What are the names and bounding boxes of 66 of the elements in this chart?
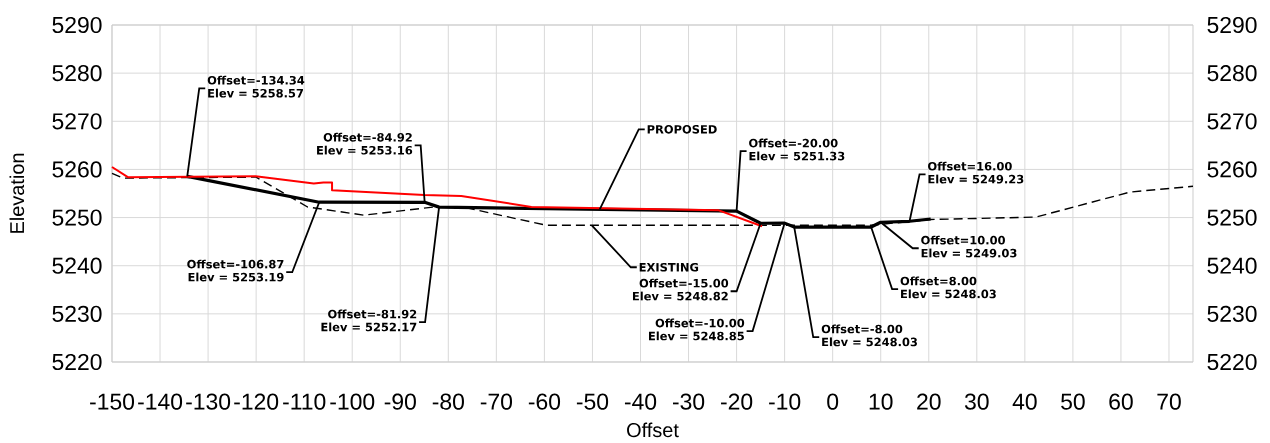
x-tick-label: -90: [384, 393, 416, 410]
y2-tick-label: 5240: [1207, 257, 1257, 274]
annotation: Elev = 5248.03: [822, 337, 917, 347]
y-tick-label: 5280: [52, 65, 102, 82]
annotation: Elev = 5249.03: [921, 248, 1017, 258]
x-tick-label: -140: [138, 393, 183, 410]
annotation: Elev = 5248.85: [649, 331, 744, 341]
annotation: Offset=8.00: [900, 276, 977, 286]
y2-tick-label: 5260: [1207, 161, 1257, 178]
x-tick-label: 10: [869, 393, 893, 410]
annotation: Offset=-134.34: [207, 75, 305, 85]
y2-tick-label: 5280: [1207, 65, 1257, 82]
x-tick-label: -110: [283, 393, 326, 410]
x-tick-label: -70: [480, 393, 513, 410]
y-tick-label: 5270: [52, 113, 102, 130]
annotation: Elev = 5249.23: [928, 174, 1024, 184]
y-tick-label: 5260: [52, 161, 102, 178]
annotation: Elev = 5252.17: [321, 322, 417, 332]
x-tick-label: 70: [1157, 393, 1181, 410]
y2-tick-label: 5290: [1207, 16, 1257, 34]
annotation: Elev = 5248.82: [632, 291, 728, 301]
annotation: Elev = 5253.16: [317, 145, 413, 155]
x-tick-label: -30: [672, 393, 705, 410]
x-tick-label: -60: [528, 393, 561, 410]
x-tick-label: 30: [964, 393, 989, 410]
y-tick-label: 5230: [52, 305, 102, 322]
y-tick-label: 5250: [52, 209, 102, 226]
x-axis-title: Offset: [627, 422, 679, 438]
x-tick-label: 20: [917, 393, 941, 410]
annotation: Offset=-84.92: [323, 132, 412, 142]
annotation: Elev = 5251.33: [749, 151, 845, 161]
x-tick-label: -20: [721, 393, 753, 410]
y-tick-label: 5290: [52, 16, 102, 34]
x-tick-label: 50: [1061, 393, 1085, 410]
annotation: Offset=-10.00: [655, 318, 745, 328]
x-tick-label: -50: [576, 393, 609, 410]
y2-tick-label: 5270: [1207, 113, 1257, 130]
annotation: Offset=16.00: [928, 161, 1012, 171]
annotation: Elev = 5258.57: [208, 88, 303, 98]
x-tick-label: -150: [90, 393, 135, 410]
text: EXISTING: [639, 262, 699, 272]
annotation: Offset=10.00: [921, 235, 1005, 245]
annotation: Offset=-15.00: [639, 278, 729, 288]
annotation: Offset=-20.00: [749, 138, 838, 148]
text: PROPOSED: [647, 124, 717, 134]
y-tick-label: 5240: [52, 257, 102, 274]
x-tick-label: 60: [1109, 393, 1133, 410]
annotation: Offset=-8.00: [821, 324, 903, 334]
x-tick-label: -130: [186, 393, 231, 410]
y2-tick-label: 5250: [1207, 209, 1257, 226]
x-tick-label: 0: [827, 393, 839, 410]
y2-tick-label: 5220: [1207, 353, 1257, 371]
annotation: Elev = 5253.19: [188, 272, 284, 282]
y2-tick-label: 5230: [1207, 305, 1257, 322]
x-tick-label: -100: [330, 393, 375, 410]
x-tick-label: -40: [624, 393, 657, 410]
y-axis-title: Elevation: [9, 153, 25, 233]
line-series: [111, 166, 764, 228]
annotation: Elev = 5248.03: [901, 289, 996, 299]
y-tick-label: 5220: [52, 353, 102, 371]
annotation: Offset=-81.92: [328, 309, 417, 319]
annotation: Offset=-106.87: [187, 259, 284, 269]
x-tick-label: 40: [1012, 393, 1037, 410]
x-tick-label: -80: [432, 393, 464, 410]
x-tick-label: -120: [234, 393, 279, 410]
x-tick-label: -10: [769, 393, 801, 410]
